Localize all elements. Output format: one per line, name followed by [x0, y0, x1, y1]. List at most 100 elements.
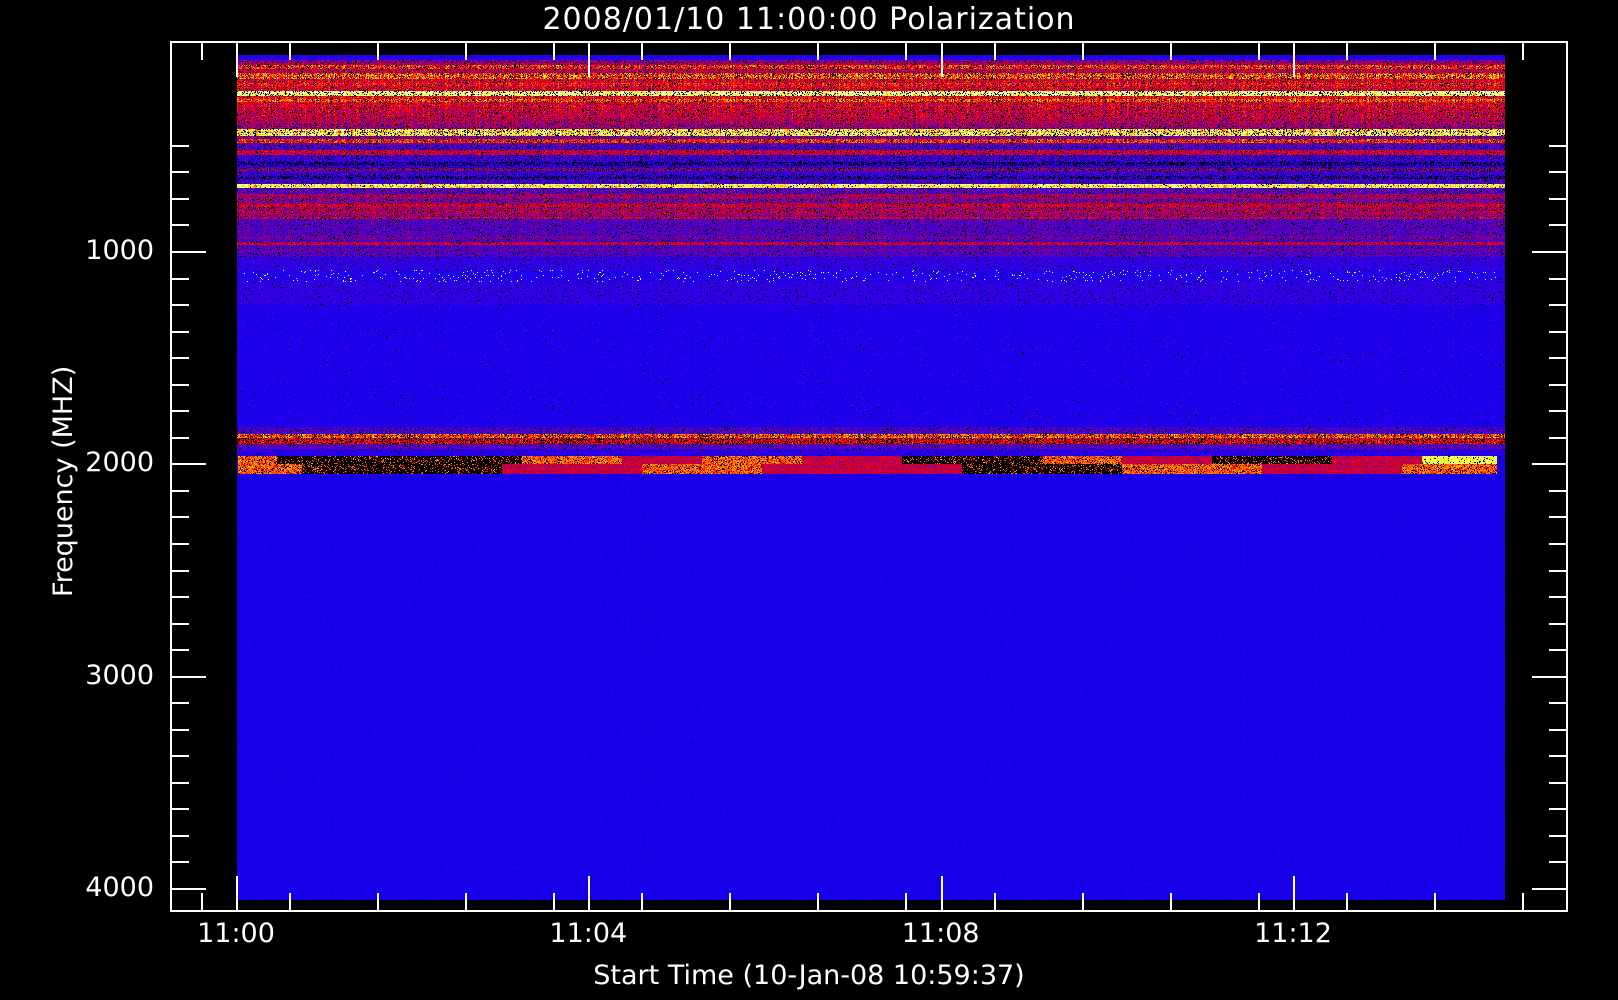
y-tick-label: 3000 [85, 659, 154, 691]
y-axis-tick [172, 516, 189, 518]
y-axis-tick [1549, 596, 1566, 598]
x-axis-tick [588, 876, 590, 910]
y-axis-tick [172, 861, 189, 863]
y-axis-tick [172, 171, 189, 173]
y-axis-tick [172, 437, 189, 439]
y-axis-tick [172, 782, 189, 784]
x-tick-label: 11:12 [1254, 918, 1332, 949]
y-axis-tick [1549, 490, 1566, 492]
x-axis-tick [201, 893, 203, 910]
x-axis-tick [641, 43, 643, 60]
x-axis-tick [641, 893, 643, 910]
y-axis-tick [172, 676, 206, 678]
y-axis-tick [172, 490, 189, 492]
x-axis-tick [553, 43, 555, 60]
x-axis-tick [941, 876, 943, 910]
x-axis-tick [236, 876, 238, 910]
y-axis-tick [172, 410, 189, 412]
y-axis-tick [172, 570, 189, 572]
y-axis-tick [1549, 623, 1566, 625]
y-axis-tick [172, 755, 189, 757]
x-axis-tick [1170, 893, 1172, 910]
x-axis-tick [201, 43, 203, 60]
x-axis-tick [1082, 43, 1084, 60]
x-axis-tick [588, 43, 590, 77]
y-axis-tick [1549, 278, 1566, 280]
x-axis-tick [817, 893, 819, 910]
y-axis-tick [1549, 516, 1566, 518]
spectrogram-canvas [237, 55, 1505, 900]
y-axis-tick [172, 357, 189, 359]
x-axis-tick [941, 43, 943, 77]
x-axis-tick [1293, 43, 1295, 77]
x-tick-label: 11:04 [549, 918, 628, 949]
x-axis-tick [1082, 893, 1084, 910]
page-title: 2008/01/10 11:00:00 Polarization [542, 2, 1076, 37]
y-axis-tick [1549, 384, 1566, 386]
x-axis-tick [1434, 43, 1436, 60]
y-axis-tick [1549, 649, 1566, 651]
y-axis-tick [172, 888, 206, 890]
y-axis-tick [1549, 171, 1566, 173]
x-tick-label: 11:08 [901, 918, 980, 949]
y-axis-tick [1549, 410, 1566, 412]
y-tick-label: 2000 [85, 447, 154, 479]
y-axis-tick [172, 808, 189, 810]
x-axis-title: Start Time (10-Jan-08 10:59:37) [593, 960, 1025, 991]
x-axis-tick [1522, 43, 1524, 60]
x-axis-tick [465, 43, 467, 60]
y-axis-tick [1549, 198, 1566, 200]
x-axis-tick [465, 893, 467, 910]
y-axis-tick [1549, 835, 1566, 837]
x-axis-tick [1346, 43, 1348, 60]
y-axis-tick [1549, 782, 1566, 784]
y-axis-tick [172, 463, 206, 465]
y-axis-tick [1549, 808, 1566, 810]
x-axis-tick [377, 43, 379, 60]
y-axis-tick [172, 835, 189, 837]
x-axis-tick [1293, 876, 1295, 910]
y-axis-tick [1549, 729, 1566, 731]
x-axis-tick [377, 893, 379, 910]
y-axis-tick [1549, 331, 1566, 333]
y-axis-tick [1549, 861, 1566, 863]
y-axis-tick [1549, 702, 1566, 704]
y-axis-tick [1549, 304, 1566, 306]
y-axis-tick [1549, 357, 1566, 359]
y-axis-tick [172, 304, 189, 306]
y-axis-tick [1549, 437, 1566, 439]
y-axis-tick [172, 596, 189, 598]
y-axis-tick [1549, 570, 1566, 572]
y-axis-tick [172, 145, 189, 147]
y-axis-tick [1532, 463, 1566, 465]
x-axis-tick [1522, 893, 1524, 910]
x-axis-tick [1434, 893, 1436, 910]
plot-frame [170, 41, 1568, 912]
x-axis-tick [729, 893, 731, 910]
x-axis-tick [289, 43, 291, 60]
y-axis-tick [172, 224, 189, 226]
x-axis-tick [905, 43, 907, 60]
y-axis-tick [1532, 888, 1566, 890]
y-axis-tick [1532, 676, 1566, 678]
y-axis-title: Frequency (MHZ) [48, 365, 79, 597]
y-axis-tick [1549, 224, 1566, 226]
y-axis-tick [172, 384, 189, 386]
y-axis-tick [172, 702, 189, 704]
x-tick-label: 11:00 [197, 918, 275, 949]
x-axis-tick [729, 43, 731, 60]
x-axis-tick [289, 893, 291, 910]
x-axis-tick [905, 893, 907, 910]
y-axis-tick [172, 251, 206, 253]
spectrogram-raster [237, 55, 1505, 900]
y-axis-tick [1549, 145, 1566, 147]
y-axis-tick [172, 543, 189, 545]
y-axis-tick [172, 198, 189, 200]
y-axis-tick [172, 623, 189, 625]
x-axis-tick [1258, 893, 1260, 910]
x-axis-tick [994, 893, 996, 910]
y-axis-tick [172, 729, 189, 731]
y-tick-label: 1000 [85, 235, 154, 266]
x-axis-tick [236, 43, 238, 77]
